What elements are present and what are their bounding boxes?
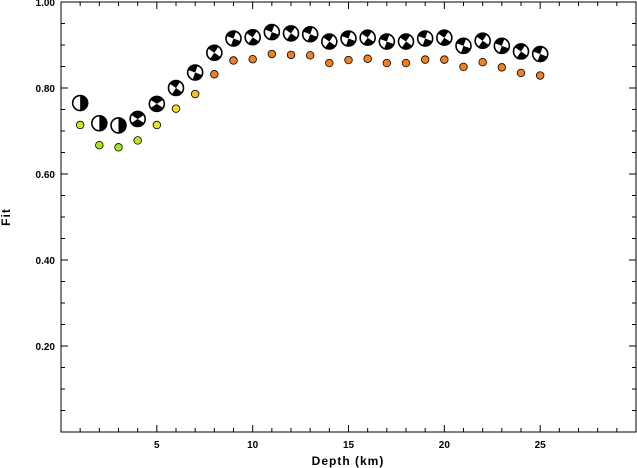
fit-dot bbox=[497, 63, 507, 72]
y-tick-label: 0.80 bbox=[36, 84, 56, 95]
beachball-marker bbox=[474, 32, 491, 50]
y-tick-label: 0.40 bbox=[36, 256, 56, 267]
fit-dot bbox=[75, 120, 85, 130]
fit-dot bbox=[382, 58, 392, 68]
beachball-marker bbox=[167, 79, 185, 97]
fit-dot bbox=[478, 58, 487, 67]
fit-dot bbox=[267, 49, 277, 59]
x-tick-label: 15 bbox=[343, 440, 355, 451]
beachball-marker bbox=[263, 23, 281, 41]
fit-dot bbox=[440, 55, 449, 64]
beachball-marker bbox=[531, 45, 549, 63]
fit-dot bbox=[516, 68, 526, 78]
x-tick-label: 20 bbox=[439, 440, 451, 451]
x-tick-label: 5 bbox=[154, 440, 160, 451]
fit-dot bbox=[190, 89, 200, 99]
beachball-marker bbox=[71, 94, 89, 112]
beachball-marker bbox=[512, 43, 530, 60]
fit-dot bbox=[420, 55, 430, 64]
fit-dot bbox=[95, 140, 104, 150]
beachball-marker bbox=[378, 33, 396, 50]
y-tick-label: 1.00 bbox=[36, 0, 56, 9]
beachball-marker bbox=[148, 95, 166, 113]
fit-dot bbox=[459, 62, 468, 72]
beachball-marker bbox=[321, 33, 338, 50]
fit-dot bbox=[363, 54, 372, 63]
fit-dot bbox=[305, 51, 315, 60]
x-tick-label: 25 bbox=[535, 440, 547, 451]
fit-dot bbox=[535, 71, 545, 80]
y-tick-labels: 0.20 0.40 0.60 0.80 1.00 bbox=[36, 0, 56, 353]
beachball-marker bbox=[455, 37, 472, 55]
tick-marks bbox=[61, 2, 636, 432]
beachball-marker bbox=[493, 37, 511, 55]
fit-dot bbox=[344, 55, 353, 65]
y-axis-title: Fit bbox=[0, 208, 13, 226]
beachball-marker bbox=[206, 44, 223, 62]
beachball-series bbox=[71, 23, 549, 134]
fit-dot bbox=[171, 104, 181, 113]
fit-dot bbox=[248, 54, 257, 64]
beachball-marker bbox=[225, 30, 242, 47]
beachball-marker bbox=[436, 29, 453, 46]
fit-dot bbox=[325, 58, 334, 68]
x-tick-labels: 5 10 15 20 25 bbox=[154, 440, 546, 451]
y-tick-label: 0.20 bbox=[36, 342, 56, 353]
beachball-marker bbox=[282, 25, 300, 42]
fit-dot bbox=[133, 136, 142, 145]
beachball-marker bbox=[129, 110, 146, 128]
fit-dot bbox=[210, 70, 219, 79]
fit-dot bbox=[286, 50, 296, 60]
beachball-marker bbox=[340, 30, 357, 47]
beachball-marker bbox=[186, 64, 204, 81]
beachball-marker bbox=[110, 117, 127, 134]
x-axis-title: Depth (km) bbox=[312, 454, 385, 468]
fit-dots-series bbox=[75, 49, 545, 152]
beachball-marker bbox=[397, 33, 415, 50]
beachball-marker bbox=[244, 28, 261, 46]
fit-dot bbox=[401, 58, 411, 68]
fit-dot bbox=[152, 120, 162, 130]
beachball-marker bbox=[359, 29, 376, 46]
fit-dot bbox=[229, 56, 238, 65]
x-tick-label: 10 bbox=[247, 440, 259, 451]
beachball-marker bbox=[301, 25, 319, 43]
beachball-marker bbox=[416, 30, 434, 47]
beachball-marker bbox=[91, 114, 108, 132]
y-tick-label: 0.60 bbox=[36, 170, 56, 181]
fit-dot bbox=[114, 143, 123, 152]
plot-frame bbox=[60, 1, 637, 433]
